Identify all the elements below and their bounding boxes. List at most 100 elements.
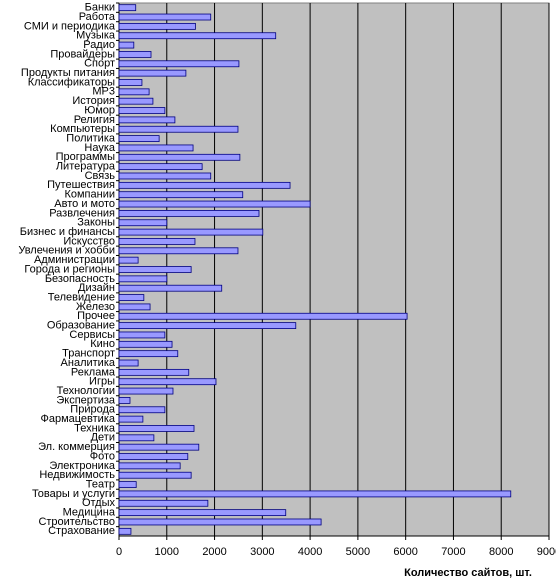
y-tick-label: Игры	[89, 376, 115, 388]
bar	[118, 135, 160, 142]
y-tick-label: Электроника	[49, 460, 116, 472]
bar	[118, 397, 131, 404]
y-tick-label: Товары и услуги	[32, 488, 115, 500]
y-tick-label: Техника	[74, 422, 116, 434]
bar	[118, 368, 190, 376]
bar	[118, 144, 194, 152]
y-tick-label: Бизнес и финансы	[20, 226, 115, 238]
y-tick-label: Компьютеры	[50, 123, 115, 135]
x-tick-label: 8000	[489, 546, 513, 558]
y-tick-label: Дети	[91, 432, 115, 444]
y-tick-label: Компании	[64, 189, 115, 201]
y-tick-label: Аналитика	[61, 357, 116, 369]
bar	[118, 219, 168, 227]
y-tick-label: Администрации	[34, 254, 115, 266]
bar	[118, 359, 139, 367]
y-tick-label: Образование	[47, 320, 115, 332]
x-tick-label: 3000	[250, 546, 274, 558]
bar	[118, 509, 287, 517]
y-tick-label: Юмор	[84, 104, 115, 116]
y-tick-label: Развлечения	[49, 207, 115, 219]
y-tick-label: Природа	[70, 404, 116, 416]
y-tick-label: Банки	[85, 2, 115, 14]
bar	[118, 415, 144, 423]
y-tick-label: Литература	[56, 161, 116, 173]
bar	[118, 406, 166, 414]
bar	[118, 331, 166, 339]
bar	[118, 13, 212, 21]
y-tick-label: Медицина	[63, 507, 116, 519]
bar	[118, 247, 239, 255]
x-tick-label: 9000	[537, 546, 556, 558]
y-tick-label: Провайдеры	[50, 48, 115, 60]
y-tick-label: Путешествия	[47, 179, 115, 191]
y-tick-label: СМИ и периодика	[24, 20, 116, 32]
y-tick-label: Политика	[66, 132, 116, 144]
bar	[118, 32, 277, 40]
x-tick-label: 2000	[202, 546, 226, 558]
y-tick-label: Продукты питания	[21, 67, 115, 79]
bar	[118, 266, 192, 273]
bar	[118, 322, 297, 329]
y-tick-label: Радио	[83, 39, 115, 51]
y-tick-label: Строительство	[38, 516, 115, 528]
bar	[118, 303, 151, 311]
y-tick-label: История	[72, 95, 115, 107]
bar	[118, 499, 209, 507]
x-tick-label: 5000	[346, 546, 370, 558]
bar	[118, 425, 195, 432]
y-tick-label: Технологии	[57, 385, 115, 397]
x-tick-label: 1000	[155, 546, 179, 558]
bar	[118, 107, 166, 114]
y-tick-label: Фото	[90, 450, 115, 462]
y-tick-label: Эл. коммерция	[38, 441, 115, 453]
bar	[118, 41, 135, 49]
bar	[118, 88, 150, 96]
bar	[118, 172, 212, 180]
x-tick-label: 6000	[393, 546, 417, 558]
y-tick-label: Музыка	[76, 30, 116, 42]
y-tick-label: Спорт	[84, 58, 115, 70]
bar	[118, 79, 143, 86]
y-tick-label: Страхование	[48, 525, 115, 537]
y-tick-label: Телевидение	[48, 291, 115, 303]
y-tick-label: Связь	[85, 170, 116, 182]
y-tick-label: Законы	[77, 217, 115, 229]
bar	[118, 312, 408, 320]
bar	[118, 153, 241, 161]
bar	[118, 181, 291, 189]
bar	[118, 481, 137, 488]
bar	[118, 490, 512, 498]
bar	[118, 453, 189, 460]
bar	[118, 443, 200, 451]
bar	[118, 518, 322, 526]
x-tick-label: 7000	[441, 546, 465, 558]
y-tick-label: Наука	[84, 142, 115, 154]
y-tick-label: Увлечения и хобби	[18, 245, 115, 257]
bar	[118, 125, 239, 133]
bar	[118, 191, 244, 199]
y-tick-label: Классификаторы	[28, 76, 115, 88]
bar	[118, 69, 187, 77]
bar	[118, 387, 174, 395]
y-tick-label: Экспертиза	[56, 394, 116, 406]
y-tick-label: Недвижимость	[39, 469, 115, 481]
y-tick-label: Театр	[86, 478, 115, 490]
y-tick-label: Религия	[74, 114, 115, 126]
bar	[118, 527, 132, 535]
bar	[118, 97, 154, 105]
bar	[118, 163, 203, 171]
bar	[118, 238, 196, 245]
bar	[118, 51, 152, 58]
x-axis-label: Количество сайтов, шт.	[404, 567, 532, 579]
y-tick-label: Железо	[76, 301, 115, 313]
bar	[118, 284, 223, 292]
bar	[118, 340, 173, 348]
y-tick-label: Транспорт	[62, 348, 115, 360]
bar	[118, 228, 264, 236]
y-tick-label: Дизайн	[78, 282, 115, 294]
y-tick-label: Авто и мото	[54, 198, 115, 210]
bar	[118, 294, 145, 301]
y-tick-label: Реклама	[71, 366, 116, 378]
y-tick-label: Фармацевтика	[40, 413, 115, 425]
